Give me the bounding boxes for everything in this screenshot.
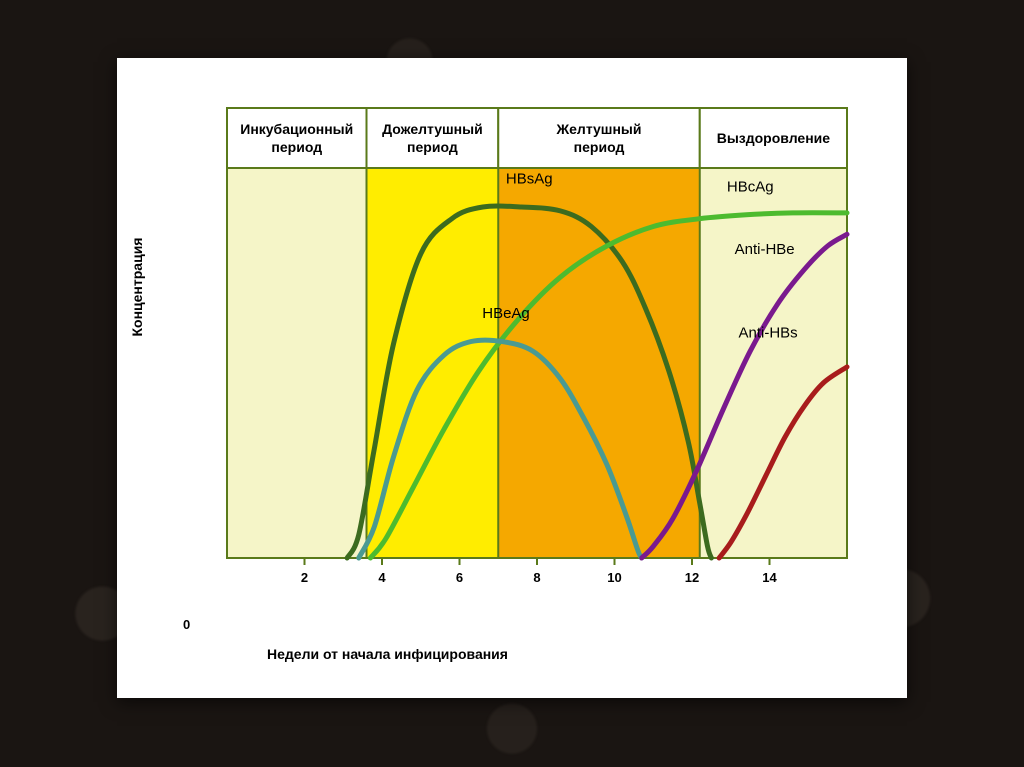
phase-header-label: Выздоровление bbox=[717, 130, 831, 146]
phase-header-cell bbox=[227, 108, 367, 168]
phase-header-label: Дожелтушный bbox=[382, 121, 483, 137]
chart-card: Концентрация 0 Недели от начала инфициро… bbox=[117, 58, 907, 698]
phase-header-label: период bbox=[407, 139, 458, 155]
phase-header-label: Желтушный bbox=[555, 121, 641, 137]
x-tick-label: 2 bbox=[301, 570, 308, 585]
x-axis-label: Недели от начала инфицирования bbox=[267, 646, 508, 662]
phase-band bbox=[367, 168, 499, 558]
chart-svg: Инкубационный период Дожелтушный период Желт… bbox=[207, 88, 867, 648]
x-tick-label: 10 bbox=[607, 570, 621, 585]
x-tick-label: 12 bbox=[685, 570, 699, 585]
y-axis-label: Концентрация bbox=[129, 238, 145, 337]
x-tick-label: 14 bbox=[762, 570, 777, 585]
series-label-Anti-HBs: Anti-HBs bbox=[739, 325, 798, 342]
x-tick-label: 8 bbox=[533, 570, 540, 585]
phase-band bbox=[700, 168, 847, 558]
series-label-HBsAg: HBsAg bbox=[506, 171, 553, 188]
series-label-HBeAg: HBeAg bbox=[482, 305, 530, 322]
x-tick-label: 6 bbox=[456, 570, 463, 585]
phase-header-label: период bbox=[574, 139, 625, 155]
phase-band bbox=[227, 168, 367, 558]
chart-area: Концентрация 0 Недели от начала инфициро… bbox=[147, 88, 877, 668]
phase-band bbox=[498, 168, 700, 558]
series-label-Anti-HBe: Anti-HBe bbox=[735, 241, 795, 258]
phase-header-cell bbox=[367, 108, 499, 168]
x-axis-zero: 0 bbox=[183, 617, 190, 632]
phase-header-label: период bbox=[271, 139, 322, 155]
series-label-HBcAg: HBcAg bbox=[727, 178, 774, 195]
x-tick-label: 4 bbox=[378, 570, 386, 585]
phase-header-cell bbox=[498, 108, 700, 168]
phase-header-label: Инкубационный bbox=[240, 121, 353, 137]
